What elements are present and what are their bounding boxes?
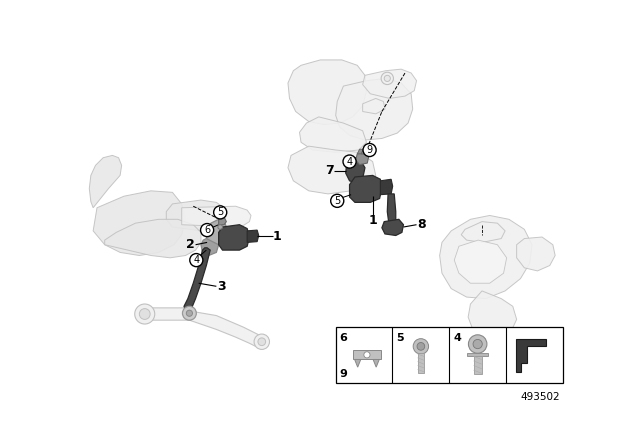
Polygon shape [336, 78, 413, 140]
Circle shape [363, 143, 376, 156]
Bar [474, 356, 481, 374]
Polygon shape [288, 146, 376, 194]
Circle shape [135, 304, 155, 324]
Polygon shape [440, 215, 532, 299]
Polygon shape [353, 350, 381, 359]
Polygon shape [468, 291, 516, 337]
Polygon shape [461, 222, 505, 242]
Text: 5: 5 [396, 333, 404, 343]
Circle shape [214, 206, 227, 219]
Polygon shape [219, 217, 227, 225]
Polygon shape [363, 69, 417, 99]
Circle shape [190, 254, 203, 267]
Text: 9: 9 [340, 369, 348, 379]
Polygon shape [300, 117, 367, 152]
Polygon shape [363, 99, 385, 114]
Text: 493502: 493502 [521, 392, 561, 402]
Polygon shape [382, 220, 403, 236]
Polygon shape [201, 238, 219, 255]
Text: 2: 2 [186, 238, 195, 251]
Text: 1: 1 [368, 214, 377, 227]
Circle shape [364, 352, 370, 358]
Text: 5: 5 [217, 207, 223, 217]
Circle shape [331, 194, 344, 207]
Polygon shape [373, 359, 380, 367]
Polygon shape [143, 308, 193, 320]
Polygon shape [247, 230, 259, 242]
Polygon shape [184, 248, 210, 312]
Circle shape [381, 72, 394, 85]
Polygon shape [288, 60, 367, 125]
Polygon shape [349, 176, 382, 202]
Circle shape [182, 306, 196, 320]
Text: 5: 5 [334, 196, 340, 206]
Polygon shape [454, 240, 507, 283]
Circle shape [200, 224, 214, 237]
Polygon shape [90, 155, 122, 208]
Circle shape [413, 339, 429, 354]
Polygon shape [166, 200, 227, 231]
Polygon shape [355, 359, 361, 367]
Circle shape [258, 338, 266, 345]
Text: 4: 4 [193, 255, 200, 265]
Circle shape [140, 309, 150, 319]
Text: 6: 6 [340, 333, 348, 343]
Polygon shape [357, 149, 365, 154]
Polygon shape [346, 158, 365, 183]
Text: 9: 9 [367, 145, 372, 155]
Circle shape [254, 334, 269, 349]
Polygon shape [189, 311, 262, 346]
Polygon shape [361, 149, 367, 154]
Circle shape [343, 155, 356, 168]
Text: 8: 8 [417, 218, 426, 231]
Circle shape [473, 340, 483, 349]
Polygon shape [380, 179, 393, 195]
Text: 7: 7 [325, 164, 334, 177]
Polygon shape [182, 206, 251, 227]
Text: 4: 4 [346, 156, 353, 167]
Circle shape [417, 343, 425, 350]
Polygon shape [206, 220, 227, 246]
Polygon shape [516, 237, 555, 271]
Polygon shape [356, 151, 369, 165]
Text: 4: 4 [453, 333, 461, 343]
Circle shape [186, 310, 193, 316]
Polygon shape [387, 194, 396, 225]
Polygon shape [516, 340, 547, 372]
Text: 1: 1 [273, 230, 282, 243]
Circle shape [384, 75, 390, 82]
Polygon shape [467, 353, 488, 356]
Circle shape [468, 335, 487, 353]
Bar [418, 353, 424, 373]
Circle shape [218, 225, 223, 229]
Polygon shape [105, 220, 201, 258]
Text: 3: 3 [218, 280, 226, 293]
Polygon shape [219, 225, 250, 250]
Text: 6: 6 [204, 225, 210, 235]
Polygon shape [93, 191, 186, 255]
Bar [336, 327, 563, 383]
